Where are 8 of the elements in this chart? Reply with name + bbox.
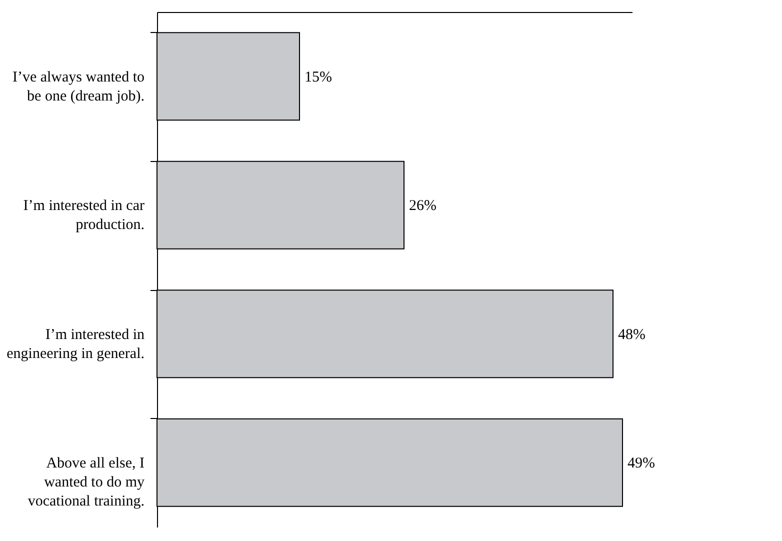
data-label: 48% bbox=[618, 326, 646, 343]
y-tick-label: I’m interested in engineering in general. bbox=[6, 326, 145, 362]
y-tick-label: I’ve always wanted to be one (dream job). bbox=[12, 69, 144, 104]
data-label: 49% bbox=[628, 456, 655, 472]
data-label: 15% bbox=[304, 69, 332, 86]
data-label: 26% bbox=[409, 198, 436, 214]
y-tick-label: Above all else, I wanted to do my vocational training. bbox=[28, 456, 145, 510]
y-tick-label: I’m interested in car production. bbox=[23, 198, 144, 234]
